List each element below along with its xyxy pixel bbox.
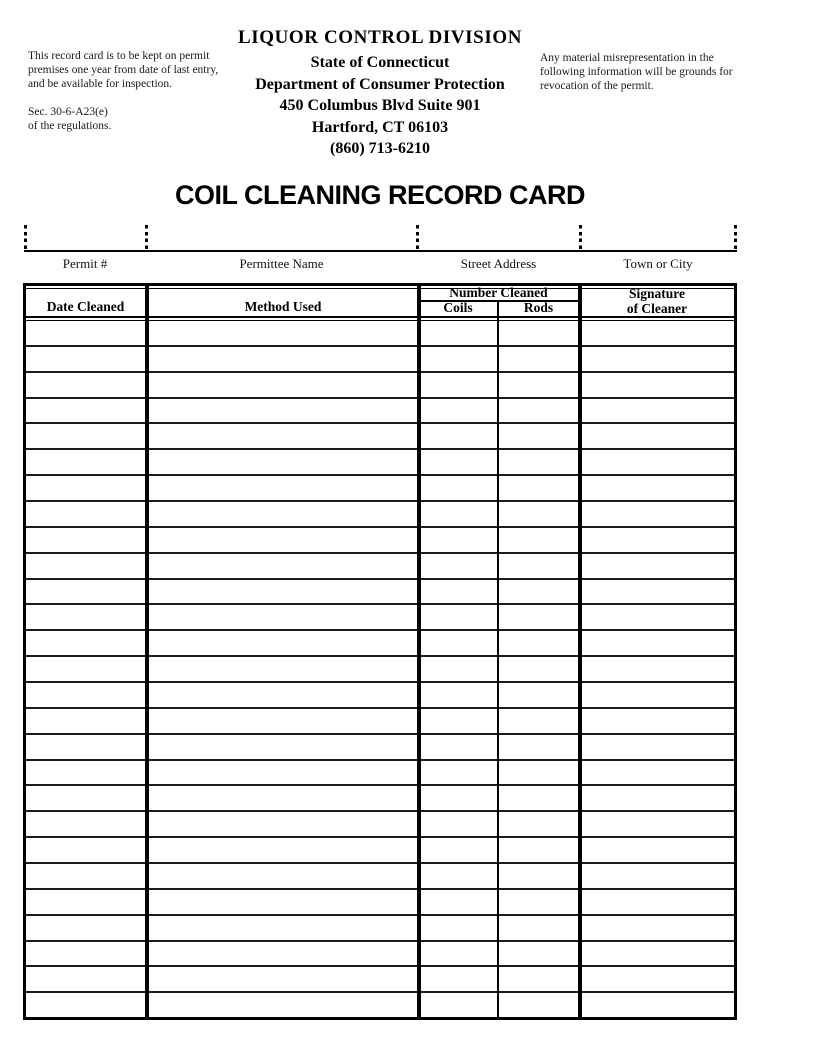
agency-header: LIQUOR CONTROL DIVISION State of Connect… (190, 27, 570, 160)
record-table: Date Cleaned Method Used Number Cleaned … (23, 283, 737, 1020)
table-row[interactable] (26, 890, 734, 916)
street-address-line: 450 Columbus Blvd Suite 901 (279, 97, 481, 114)
table-row[interactable] (26, 631, 734, 658)
table-row[interactable] (26, 812, 734, 839)
column-divider (145, 286, 149, 1017)
tick-mark (734, 225, 737, 250)
street-address-label: Street Address (460, 256, 537, 271)
column-header-coils: Coils (443, 300, 473, 315)
table-row[interactable] (26, 942, 734, 968)
table-row[interactable] (26, 450, 734, 477)
table-row[interactable] (26, 476, 734, 503)
state-name: State of Connecticut (310, 54, 450, 71)
permittee-name-label: Permittee Name (239, 256, 324, 271)
table-row[interactable] (26, 373, 734, 399)
column-header-rods: Rods (523, 300, 554, 315)
tick-mark (145, 225, 148, 250)
table-inner-border (26, 288, 734, 289)
table-row[interactable] (26, 554, 734, 580)
city-state-zip-line: Hartford, CT 06103 (311, 118, 449, 136)
table-body (26, 321, 734, 1017)
permit-number-field[interactable] (27, 227, 145, 250)
column-divider (578, 286, 582, 1017)
table-row[interactable] (26, 761, 734, 787)
table-row[interactable] (26, 657, 734, 684)
table-row[interactable] (26, 321, 734, 347)
table-row[interactable] (26, 605, 734, 632)
header-bottom-rule (26, 319, 734, 321)
column-header-signature: Signature of Cleaner (626, 286, 688, 316)
column-header-method-used: Method Used (244, 299, 322, 314)
table-row[interactable] (26, 580, 734, 606)
table-row[interactable] (26, 786, 734, 813)
permit-line-rule (24, 250, 737, 252)
misrepresentation-warning: Any material misrepresentation in the fo… (540, 52, 733, 92)
header-bottom-rule (26, 316, 734, 318)
table-row[interactable] (26, 528, 734, 554)
division-name: LIQUOR CONTROL DIVISION (237, 27, 523, 48)
form-title: COIL CLEANING RECORD CARD (174, 180, 586, 210)
column-header-number-cleaned: Number Cleaned (449, 285, 548, 300)
department-name: Department of Consumer Protection (255, 75, 505, 93)
street-address-field[interactable] (419, 227, 579, 250)
table-row[interactable] (26, 864, 734, 890)
table-row[interactable] (26, 993, 734, 1017)
table-row[interactable] (26, 399, 734, 425)
coils-rods-divider (497, 301, 499, 1017)
number-cleaned-underline (419, 300, 578, 302)
table-row[interactable] (26, 838, 734, 865)
table-row[interactable] (26, 347, 734, 373)
tick-mark (579, 225, 582, 250)
table-row[interactable] (26, 502, 734, 528)
table-row[interactable] (26, 424, 734, 451)
regulation-reference: Sec. 30-6-A23(e) of the regulations. (28, 106, 112, 132)
town-or-city-field[interactable] (582, 227, 734, 250)
tick-mark (24, 225, 27, 250)
column-divider (417, 286, 421, 1017)
table-row[interactable] (26, 709, 734, 735)
town-or-city-label: Town or City (623, 256, 693, 271)
permit-number-label: Permit # (62, 256, 108, 271)
table-row[interactable] (26, 735, 734, 761)
table-row[interactable] (26, 916, 734, 942)
table-row[interactable] (26, 967, 734, 994)
table-row[interactable] (26, 683, 734, 709)
column-header-date-cleaned: Date Cleaned (46, 299, 125, 314)
phone-number: (860) 713-6210 (330, 140, 430, 157)
retention-note: This record card is to be kept on permit… (28, 49, 235, 133)
retention-note-text: This record card is to be kept on permit… (28, 50, 219, 90)
permittee-name-field[interactable] (148, 227, 416, 250)
tick-mark (416, 225, 419, 250)
